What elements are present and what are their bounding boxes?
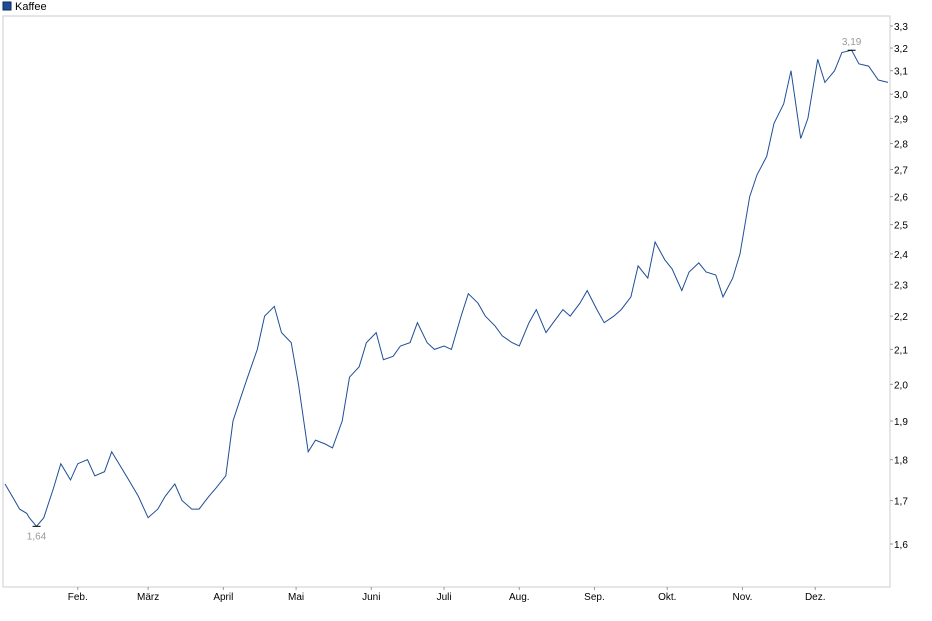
x-tick-label: Nov. — [733, 592, 753, 603]
x-tick-label: Juni — [362, 592, 380, 603]
series-line-kaffee — [4, 49, 889, 528]
y-axis: 1,6 1,7 1,8 1,9 2,0 2,1 2,2 2,3 2,4 2,5 2,6 2,7 2,8 2… — [890, 22, 908, 551]
x-tick-label: Sep. — [584, 592, 605, 603]
y-tick-label: 2,5 — [894, 221, 908, 232]
x-tick-label: Dez. — [805, 592, 826, 603]
x-tick-label: Feb. — [68, 592, 88, 603]
y-tick-label: 3,0 — [894, 90, 908, 101]
x-axis: Feb. März April Mai Juni Juli Aug. Sep. Okt. Nov.… — [68, 587, 826, 603]
legend-swatch — [2, 1, 12, 11]
x-tick-label: März — [137, 592, 159, 603]
y-tick-label: 2,1 — [894, 345, 908, 356]
y-tick-label: 2,4 — [894, 250, 908, 261]
y-tick-label: 2,6 — [894, 193, 908, 204]
y-tick-label: 3,1 — [894, 67, 908, 78]
y-tick-label: 1,9 — [894, 417, 908, 428]
x-tick-label: Okt. — [658, 592, 676, 603]
y-tick-label: 2,7 — [894, 166, 908, 177]
plot-frame — [2, 15, 891, 588]
y-tick-label: 2,9 — [894, 114, 908, 125]
x-tick-label: Aug. — [509, 592, 530, 603]
y-tick-label: 2,0 — [894, 380, 908, 391]
y-tick-label: 1,8 — [894, 456, 908, 467]
legend-label: Kaffee — [15, 1, 47, 13]
y-tick-label: 3,2 — [894, 44, 908, 55]
legend: Kaffee — [2, 1, 47, 13]
y-tick-label: 1,7 — [894, 497, 908, 508]
y-tick-label: 2,8 — [894, 140, 908, 151]
y-tick-label: 1,6 — [894, 540, 908, 551]
max-label: 3,19 — [842, 37, 862, 48]
y-tick-label: 2,3 — [894, 280, 908, 291]
y-tick-label: 3,3 — [894, 22, 908, 33]
min-label: 1,64 — [27, 531, 47, 542]
y-tick-label: 2,2 — [894, 312, 908, 323]
extreme-annotations: 1,64 3,19 — [27, 37, 862, 542]
x-tick-label: Mai — [288, 592, 304, 603]
x-tick-label: April — [213, 592, 233, 603]
x-tick-label: Juli — [437, 592, 452, 603]
